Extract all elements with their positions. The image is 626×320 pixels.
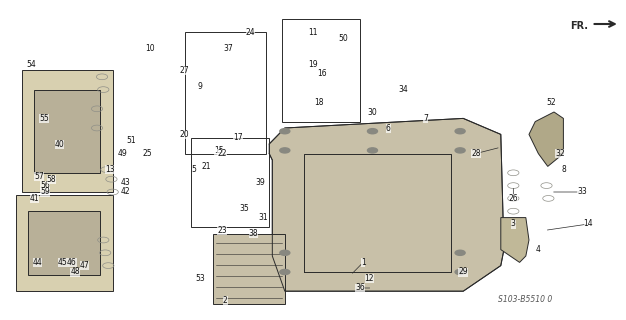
Text: 55: 55 bbox=[39, 114, 49, 123]
Bar bbox=[28, 211, 100, 275]
Text: 18: 18 bbox=[314, 98, 324, 107]
Text: 33: 33 bbox=[577, 188, 587, 196]
Text: 20: 20 bbox=[180, 130, 190, 139]
Circle shape bbox=[280, 129, 290, 134]
Text: 19: 19 bbox=[308, 60, 318, 68]
Text: 38: 38 bbox=[249, 229, 259, 238]
Text: 49: 49 bbox=[117, 149, 127, 158]
Text: 5: 5 bbox=[192, 165, 197, 174]
Text: 22: 22 bbox=[217, 149, 227, 158]
Bar bbox=[16, 195, 113, 291]
Circle shape bbox=[455, 129, 465, 134]
Text: 58: 58 bbox=[46, 175, 56, 184]
Text: 37: 37 bbox=[223, 44, 233, 52]
Circle shape bbox=[367, 148, 377, 153]
Polygon shape bbox=[529, 112, 563, 166]
Text: FR.: FR. bbox=[570, 21, 588, 31]
Bar bbox=[191, 138, 269, 227]
Text: 25: 25 bbox=[142, 149, 152, 158]
Text: 34: 34 bbox=[399, 85, 409, 94]
Bar bbox=[282, 19, 360, 122]
Text: 56: 56 bbox=[40, 181, 50, 190]
Circle shape bbox=[280, 269, 290, 275]
Text: 35: 35 bbox=[239, 204, 249, 212]
Text: 30: 30 bbox=[367, 108, 377, 116]
Text: 46: 46 bbox=[67, 258, 77, 267]
Circle shape bbox=[367, 129, 377, 134]
Text: 53: 53 bbox=[195, 274, 205, 283]
Text: 29: 29 bbox=[458, 268, 468, 276]
Text: 14: 14 bbox=[583, 220, 593, 228]
Polygon shape bbox=[501, 218, 529, 262]
Text: 1: 1 bbox=[361, 258, 366, 267]
Text: 54: 54 bbox=[26, 60, 36, 68]
Circle shape bbox=[455, 269, 465, 275]
Text: S103-B5510 0: S103-B5510 0 bbox=[498, 295, 552, 304]
Text: 31: 31 bbox=[258, 213, 268, 222]
Text: 57: 57 bbox=[34, 172, 44, 180]
Text: 13: 13 bbox=[105, 165, 115, 174]
Text: 28: 28 bbox=[471, 149, 481, 158]
Text: 39: 39 bbox=[255, 178, 265, 187]
Text: 44: 44 bbox=[33, 258, 43, 267]
Text: 2: 2 bbox=[223, 296, 228, 305]
Text: 9: 9 bbox=[198, 82, 203, 91]
Text: 48: 48 bbox=[70, 268, 80, 276]
Text: 3: 3 bbox=[511, 220, 516, 228]
Circle shape bbox=[455, 148, 465, 153]
Text: 32: 32 bbox=[555, 149, 565, 158]
Text: 47: 47 bbox=[80, 261, 90, 270]
Circle shape bbox=[455, 250, 465, 255]
Text: 42: 42 bbox=[120, 188, 130, 196]
Text: 4: 4 bbox=[536, 245, 541, 254]
Text: 43: 43 bbox=[120, 178, 130, 187]
Text: 6: 6 bbox=[386, 124, 391, 132]
Text: 16: 16 bbox=[317, 69, 327, 78]
Text: 41: 41 bbox=[29, 194, 39, 203]
Text: 11: 11 bbox=[308, 28, 318, 36]
Text: 15: 15 bbox=[214, 146, 224, 155]
Text: 21: 21 bbox=[202, 162, 212, 171]
Text: 12: 12 bbox=[364, 274, 374, 283]
Text: 40: 40 bbox=[54, 140, 64, 148]
Text: 26: 26 bbox=[508, 194, 518, 203]
Bar bbox=[22, 70, 113, 192]
Text: 51: 51 bbox=[126, 136, 136, 145]
Text: 36: 36 bbox=[355, 284, 365, 292]
Text: 52: 52 bbox=[546, 98, 556, 107]
Text: 45: 45 bbox=[58, 258, 68, 267]
Circle shape bbox=[280, 250, 290, 255]
Text: 17: 17 bbox=[233, 133, 243, 142]
Polygon shape bbox=[269, 118, 504, 291]
Text: 24: 24 bbox=[245, 28, 255, 36]
Text: 10: 10 bbox=[145, 44, 155, 52]
Circle shape bbox=[280, 148, 290, 153]
Text: 50: 50 bbox=[338, 34, 348, 43]
Bar bbox=[213, 234, 285, 304]
Text: 59: 59 bbox=[40, 188, 50, 196]
Bar bbox=[185, 32, 266, 154]
Bar bbox=[34, 90, 100, 173]
Text: 27: 27 bbox=[180, 66, 190, 75]
Text: 8: 8 bbox=[561, 165, 566, 174]
Text: 7: 7 bbox=[423, 114, 428, 123]
Text: 23: 23 bbox=[217, 226, 227, 235]
